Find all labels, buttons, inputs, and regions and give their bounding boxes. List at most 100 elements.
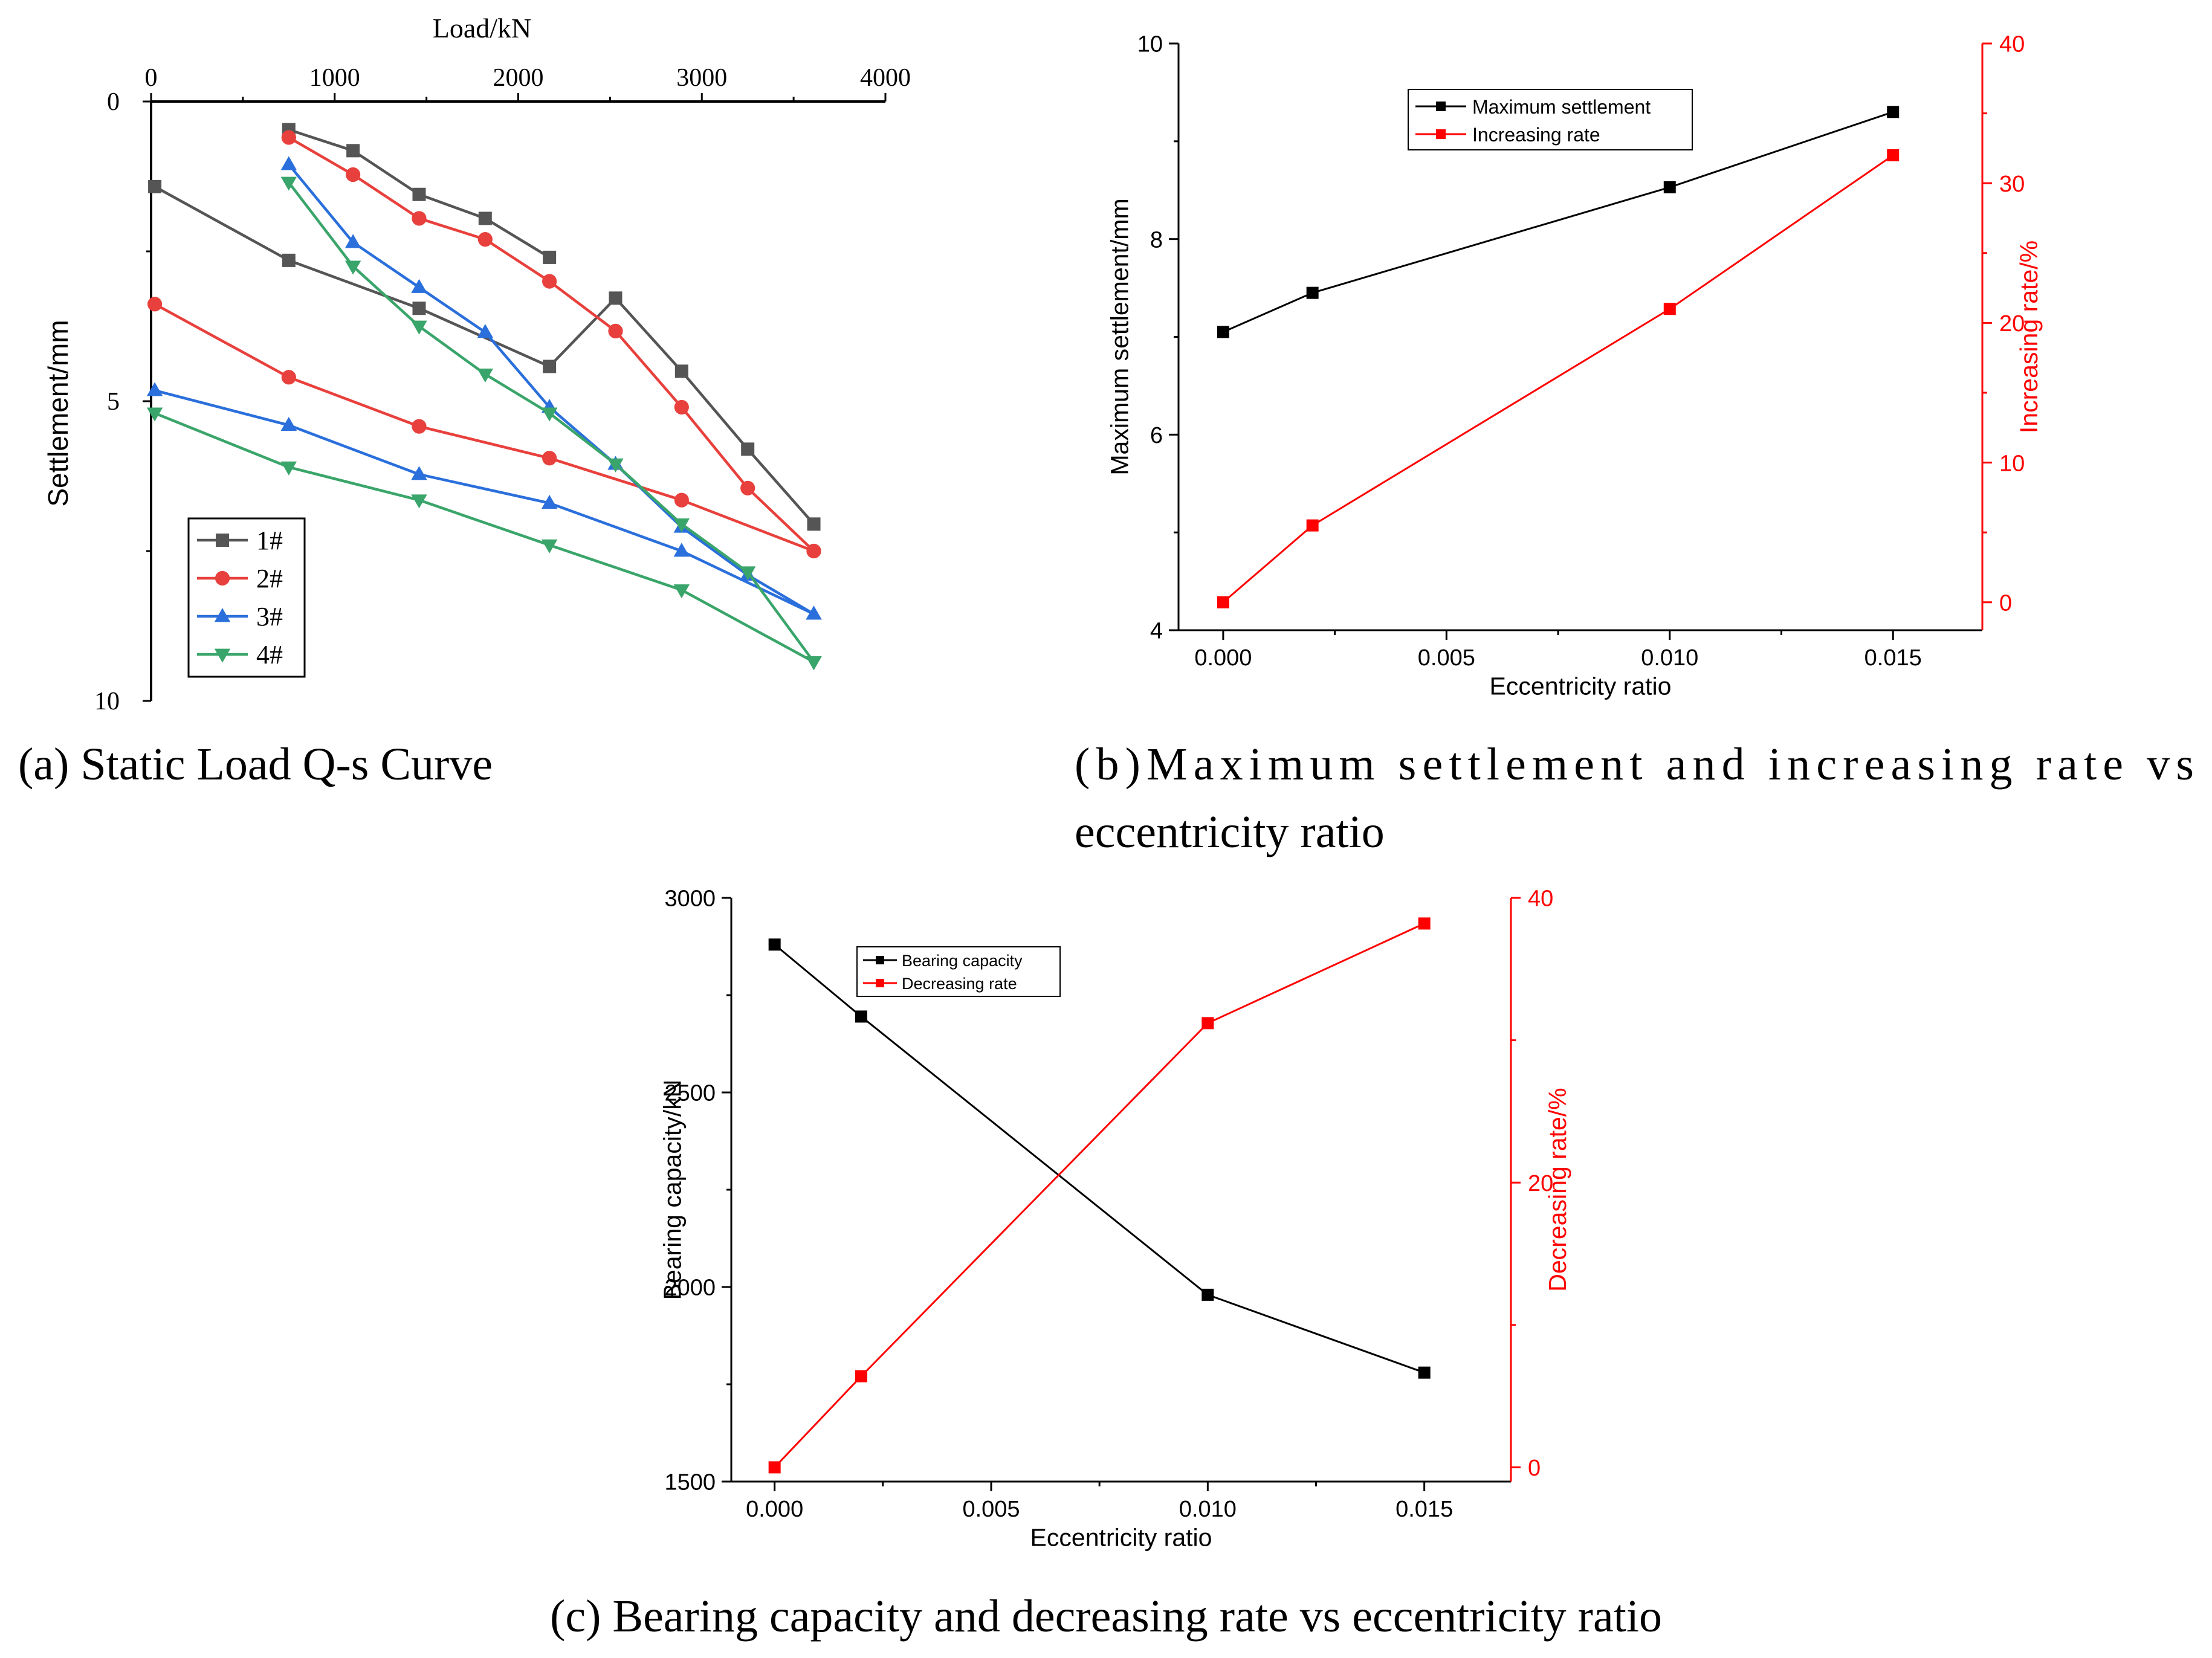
series-2-point xyxy=(1201,1017,1214,1030)
x-axis-title: Eccentricity ratio xyxy=(1490,672,1672,700)
series-1-point xyxy=(1306,286,1319,299)
legend-marker xyxy=(214,608,231,622)
series-2-line-2 xyxy=(288,136,815,552)
y-tick-label: 10 xyxy=(94,688,120,715)
series-3-point xyxy=(411,279,427,293)
x-tick-label: 3000 xyxy=(676,64,727,92)
legend-box xyxy=(187,517,306,678)
y2-tick-label: 40 xyxy=(1528,886,1553,912)
y2-tick-label: 40 xyxy=(1999,32,2025,57)
chart-c: 0.000 0.005 0.010 0.015 1500 2000 2500 3000 0 20 4… xyxy=(658,886,1571,1552)
y-tick-label: 2500 xyxy=(664,1081,716,1106)
legend-box xyxy=(856,946,1061,997)
series-1-point xyxy=(1418,1366,1431,1379)
series-4-point xyxy=(344,260,361,275)
x-axis-title: Load/kN xyxy=(433,13,532,44)
series-3-point xyxy=(477,324,494,338)
legend-label-1: 1# xyxy=(256,526,283,555)
series-2-point xyxy=(281,370,296,385)
y-axis-title: Settlement/mm xyxy=(42,320,74,506)
legend-label-4: 4# xyxy=(256,640,283,669)
series-1-point xyxy=(674,364,688,378)
series-4-point xyxy=(280,461,297,476)
caption-a: (a) Static Load Q-s Curve xyxy=(18,739,493,790)
series-2-point xyxy=(1418,917,1431,930)
series-4-point xyxy=(541,407,558,422)
series-2-point xyxy=(412,211,427,226)
legend-marker xyxy=(1436,129,1446,139)
caption-b-line2: eccentricity ratio xyxy=(1075,807,1385,857)
series-2-point xyxy=(1663,303,1676,315)
series-1-point xyxy=(1887,106,1900,118)
y-tick-label: 8 xyxy=(1150,227,1163,253)
y2-tick-label: 20 xyxy=(1999,311,2025,337)
legend-marker xyxy=(1436,102,1446,111)
chart-b: 0.000 0.005 0.010 0.015 4 6 8 10 0 10 20 30 40 Eccent… xyxy=(1105,32,2043,700)
series-4-point xyxy=(673,584,690,599)
series-2-point xyxy=(412,419,427,434)
y-tick-label: 2000 xyxy=(664,1276,716,1301)
y2-tick-label: 20 xyxy=(1528,1171,1553,1196)
series-4-point xyxy=(806,656,822,671)
caption-b-line1: (b)Maximum settlement and increasing rat… xyxy=(1075,739,2194,790)
series-2-line xyxy=(774,923,1425,1468)
series-2-point xyxy=(806,543,821,559)
series-2-point xyxy=(346,167,361,182)
series-1-point xyxy=(1201,1288,1214,1301)
x-tick-label: 1000 xyxy=(309,64,360,92)
legend-marker xyxy=(876,956,884,964)
series-4-point xyxy=(477,369,494,383)
series-2-point xyxy=(1306,519,1319,532)
series-1-point xyxy=(741,442,755,456)
series-2-point xyxy=(674,399,689,415)
series-2-point xyxy=(1887,149,1900,161)
y-tick-label: 3000 xyxy=(664,886,716,912)
x-tick-label: 0.015 xyxy=(1864,645,1922,671)
series-3-point xyxy=(541,494,558,509)
series-3-point xyxy=(344,234,361,248)
y2-tick-label: 0 xyxy=(1528,1456,1541,1481)
series-4-point xyxy=(673,518,690,533)
y-tick-label: 5 xyxy=(107,388,120,416)
legend-label-1: Maximum settlement xyxy=(1472,96,1651,118)
series-1-point xyxy=(768,938,781,951)
series-1-point xyxy=(543,250,557,264)
series-1-point xyxy=(807,517,821,531)
x-tick-label: 0.000 xyxy=(1194,645,1252,671)
series-4-point xyxy=(411,320,427,335)
x-tick-label: 0.005 xyxy=(1418,645,1475,671)
legend-label-3: 3# xyxy=(256,602,283,631)
x-tick-label: 0.010 xyxy=(1641,645,1698,671)
y2-axis-title: Increasing rate/% xyxy=(2015,240,2043,433)
series-1-point xyxy=(1217,326,1229,338)
y2-axis-title: Decreasing rate/% xyxy=(1544,1088,1571,1292)
x-tick-label: 0 xyxy=(145,64,158,92)
series-1-point xyxy=(346,144,360,158)
series-1-line-1 xyxy=(154,185,815,525)
legend-label-1: Bearing capacity xyxy=(902,952,1023,970)
series-1-point xyxy=(412,302,426,315)
series-1-point xyxy=(1663,181,1676,193)
series-2-point xyxy=(855,1370,867,1382)
series-2-point xyxy=(1217,596,1229,608)
series-2-point xyxy=(740,480,755,495)
chart-a: 0 1000 2000 3000 4000 0 5 10 Load/kN Settlement/m… xyxy=(42,13,911,715)
x-tick-label: 0.005 xyxy=(962,1497,1020,1522)
series-3-line-1 xyxy=(154,389,815,616)
y-tick-label: 6 xyxy=(1150,423,1163,448)
series-2-line xyxy=(1222,154,1894,603)
series-1-point xyxy=(412,187,426,201)
series-2-point xyxy=(768,1461,781,1474)
legend-label-2: 2# xyxy=(256,564,283,593)
legend-label-2: Decreasing rate xyxy=(902,975,1017,993)
x-tick-label: 2000 xyxy=(493,64,544,92)
series-1-line xyxy=(774,944,1425,1374)
y-tick-label: 4 xyxy=(1150,619,1163,644)
series-2-point xyxy=(281,130,296,145)
series-1-point xyxy=(148,179,162,193)
series-1-point xyxy=(609,291,623,305)
y2-tick-label: 10 xyxy=(1999,451,2025,476)
legend-marker xyxy=(215,570,230,586)
caption-c: (c) Bearing capacity and decreasing rate… xyxy=(550,1591,1662,1642)
x-tick-label: 4000 xyxy=(860,64,911,92)
